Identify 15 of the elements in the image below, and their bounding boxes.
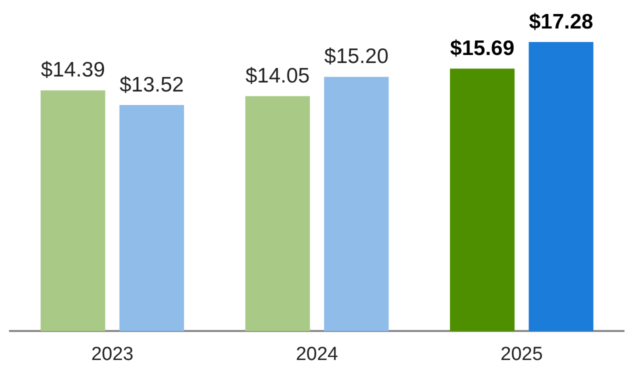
bar	[245, 96, 310, 332]
bar	[528, 42, 594, 332]
bar	[119, 104, 184, 332]
data-label: $14.05	[245, 64, 310, 88]
data-label: $17.28	[528, 10, 594, 34]
bar	[40, 90, 106, 332]
data-label: $14.39	[40, 58, 106, 82]
data-label: $15.69	[450, 36, 514, 60]
bar	[450, 68, 515, 332]
x-tick-label: 2025	[500, 344, 543, 365]
x-tick-label: 2024	[296, 344, 339, 365]
bar	[324, 76, 389, 332]
data-label: $15.20	[324, 45, 389, 68]
data-label: $13.52	[120, 73, 184, 96]
x-tick-label: 2023	[91, 344, 134, 365]
